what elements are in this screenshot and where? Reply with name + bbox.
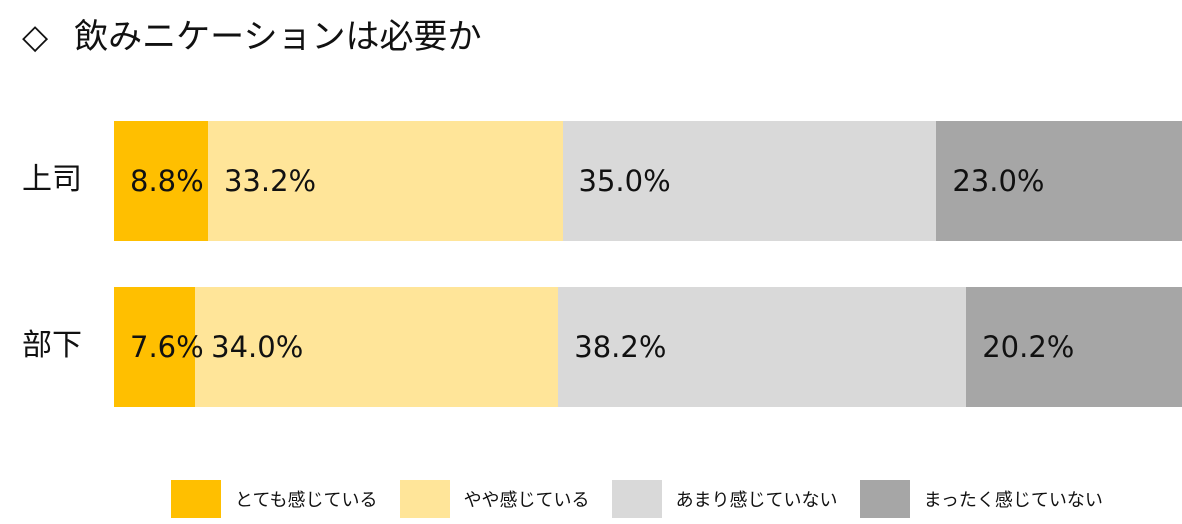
- data-label-1-0: 7.6%: [130, 330, 204, 364]
- data-label-0-0: 8.8%: [130, 164, 204, 198]
- category-label-subordinate: 部下: [22, 328, 82, 363]
- bar-segment-1-3: 20.2%: [966, 287, 1182, 407]
- legend-label-1: やや感じている: [463, 490, 590, 511]
- bar-segment-0-2: 35.0%: [562, 121, 937, 241]
- legend-label-2: あまり感じていない: [675, 490, 838, 511]
- bar-segment-1-0: 7.6%: [114, 287, 204, 407]
- chart-title: ◇ 飲みニケーションは必要か: [22, 12, 481, 62]
- bar-segment-1-2: 38.2%: [558, 287, 967, 407]
- bar-segment-0-0: 8.8%: [114, 121, 208, 241]
- legend-item-2: あまり感じていない: [611, 480, 838, 518]
- bar-segment-0-1: 33.2%: [207, 121, 563, 241]
- data-label-0-1: 33.2%: [223, 164, 317, 198]
- legend-swatch-3: [859, 480, 910, 518]
- bar-segment-0-3: 23.0%: [936, 121, 1182, 241]
- legend-swatch-1: [399, 480, 450, 518]
- data-label-1-2: 38.2%: [574, 330, 667, 364]
- stacked-bar-boss: 8.8% 33.2% 35.0% 23.0%: [114, 121, 1182, 241]
- legend-label-3: まったく感じていない: [923, 490, 1103, 511]
- legend-item-0: とても感じている: [171, 480, 378, 518]
- legend-item-1: やや感じている: [399, 480, 590, 518]
- bar-segment-1-1: 34.0%: [195, 287, 559, 407]
- legend-label-0: とても感じている: [235, 490, 378, 511]
- diamond-icon: ◇: [22, 17, 49, 57]
- category-label-boss: 上司: [22, 162, 82, 197]
- chart-title-text: 飲みニケーションは必要か: [74, 17, 482, 57]
- legend-item-3: まったく感じていない: [859, 480, 1103, 518]
- legend: とても感じている やや感じている あまり感じていない まったく感じていない: [171, 479, 1125, 519]
- legend-swatch-0: [171, 480, 221, 518]
- data-label-1-1: 34.0%: [211, 330, 304, 364]
- data-label-1-3: 20.2%: [982, 330, 1075, 364]
- data-label-0-3: 23.0%: [952, 164, 1045, 198]
- data-label-0-2: 35.0%: [578, 164, 671, 198]
- legend-swatch-2: [611, 480, 662, 518]
- stacked-bar-subordinate: 7.6% 34.0% 38.2% 20.2%: [114, 287, 1182, 407]
